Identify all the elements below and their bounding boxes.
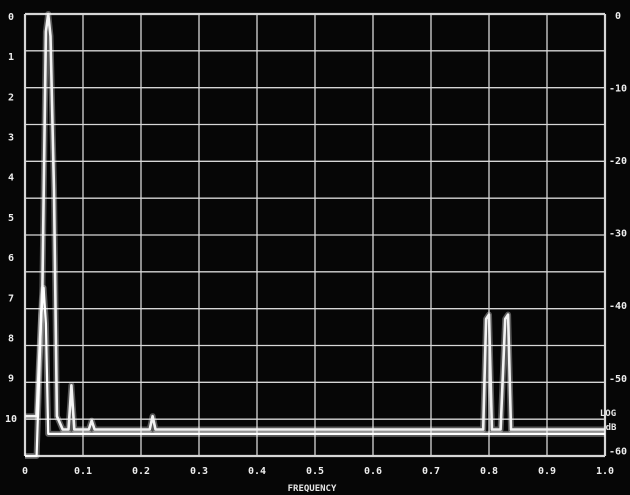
bottom-tick-label: 0 [22, 466, 28, 477]
left-axis-ticks: 0 1 2 3 4 5 6 7 8 9 10 [5, 12, 17, 425]
graticule [23, 12, 607, 458]
right-tick-label: -50 [609, 374, 627, 385]
bottom-tick-label: 0.3 [190, 466, 208, 477]
right-tick-label: -60 [609, 446, 627, 457]
bottom-tick-label: 0.9 [538, 466, 556, 477]
right-axis-label-log: LOG [600, 409, 616, 419]
trace-line [25, 286, 605, 458]
bottom-tick-label: 0.7 [422, 466, 440, 477]
left-tick-label: 1 [8, 52, 14, 63]
left-tick-label: 8 [8, 333, 14, 344]
bottom-tick-label: 0.2 [132, 466, 150, 477]
bottom-tick-label: 0.8 [480, 466, 498, 477]
left-tick-label: 2 [8, 92, 14, 103]
left-tick-label: 7 [8, 293, 14, 304]
bottom-tick-label: 1.0 [596, 466, 614, 477]
bottom-axis-ticks: 0 0.1 0.2 0.3 0.4 0.5 0.6 0.7 0.8 0.9 1.0 [22, 466, 614, 477]
bottom-tick-label: 0.1 [74, 466, 92, 477]
left-tick-label: 6 [8, 253, 14, 264]
spectrum-traces [25, 11, 605, 459]
right-axis-label-db: dB [606, 423, 617, 433]
bottom-tick-label: 0.5 [306, 466, 324, 477]
left-tick-label: 0 [8, 12, 14, 23]
right-axis-ticks: 0 -10 -20 -30 -40 -50 -60 [609, 11, 627, 457]
right-tick-label: -10 [609, 84, 627, 95]
right-tick-label: 0 [615, 11, 621, 22]
bottom-tick-label: 0.6 [364, 466, 382, 477]
bottom-tick-label: 0.4 [248, 466, 266, 477]
right-tick-label: -30 [609, 229, 627, 240]
trace-line [25, 12, 605, 431]
right-tick-label: -40 [609, 301, 627, 312]
left-tick-label: 5 [8, 213, 14, 224]
left-tick-label: 10 [5, 414, 17, 425]
left-tick-label: 3 [8, 133, 14, 144]
x-axis-label: FREQUENCY [288, 484, 337, 494]
right-tick-label: -20 [609, 156, 627, 167]
left-tick-label: 9 [8, 374, 14, 385]
left-tick-label: 4 [8, 173, 14, 184]
